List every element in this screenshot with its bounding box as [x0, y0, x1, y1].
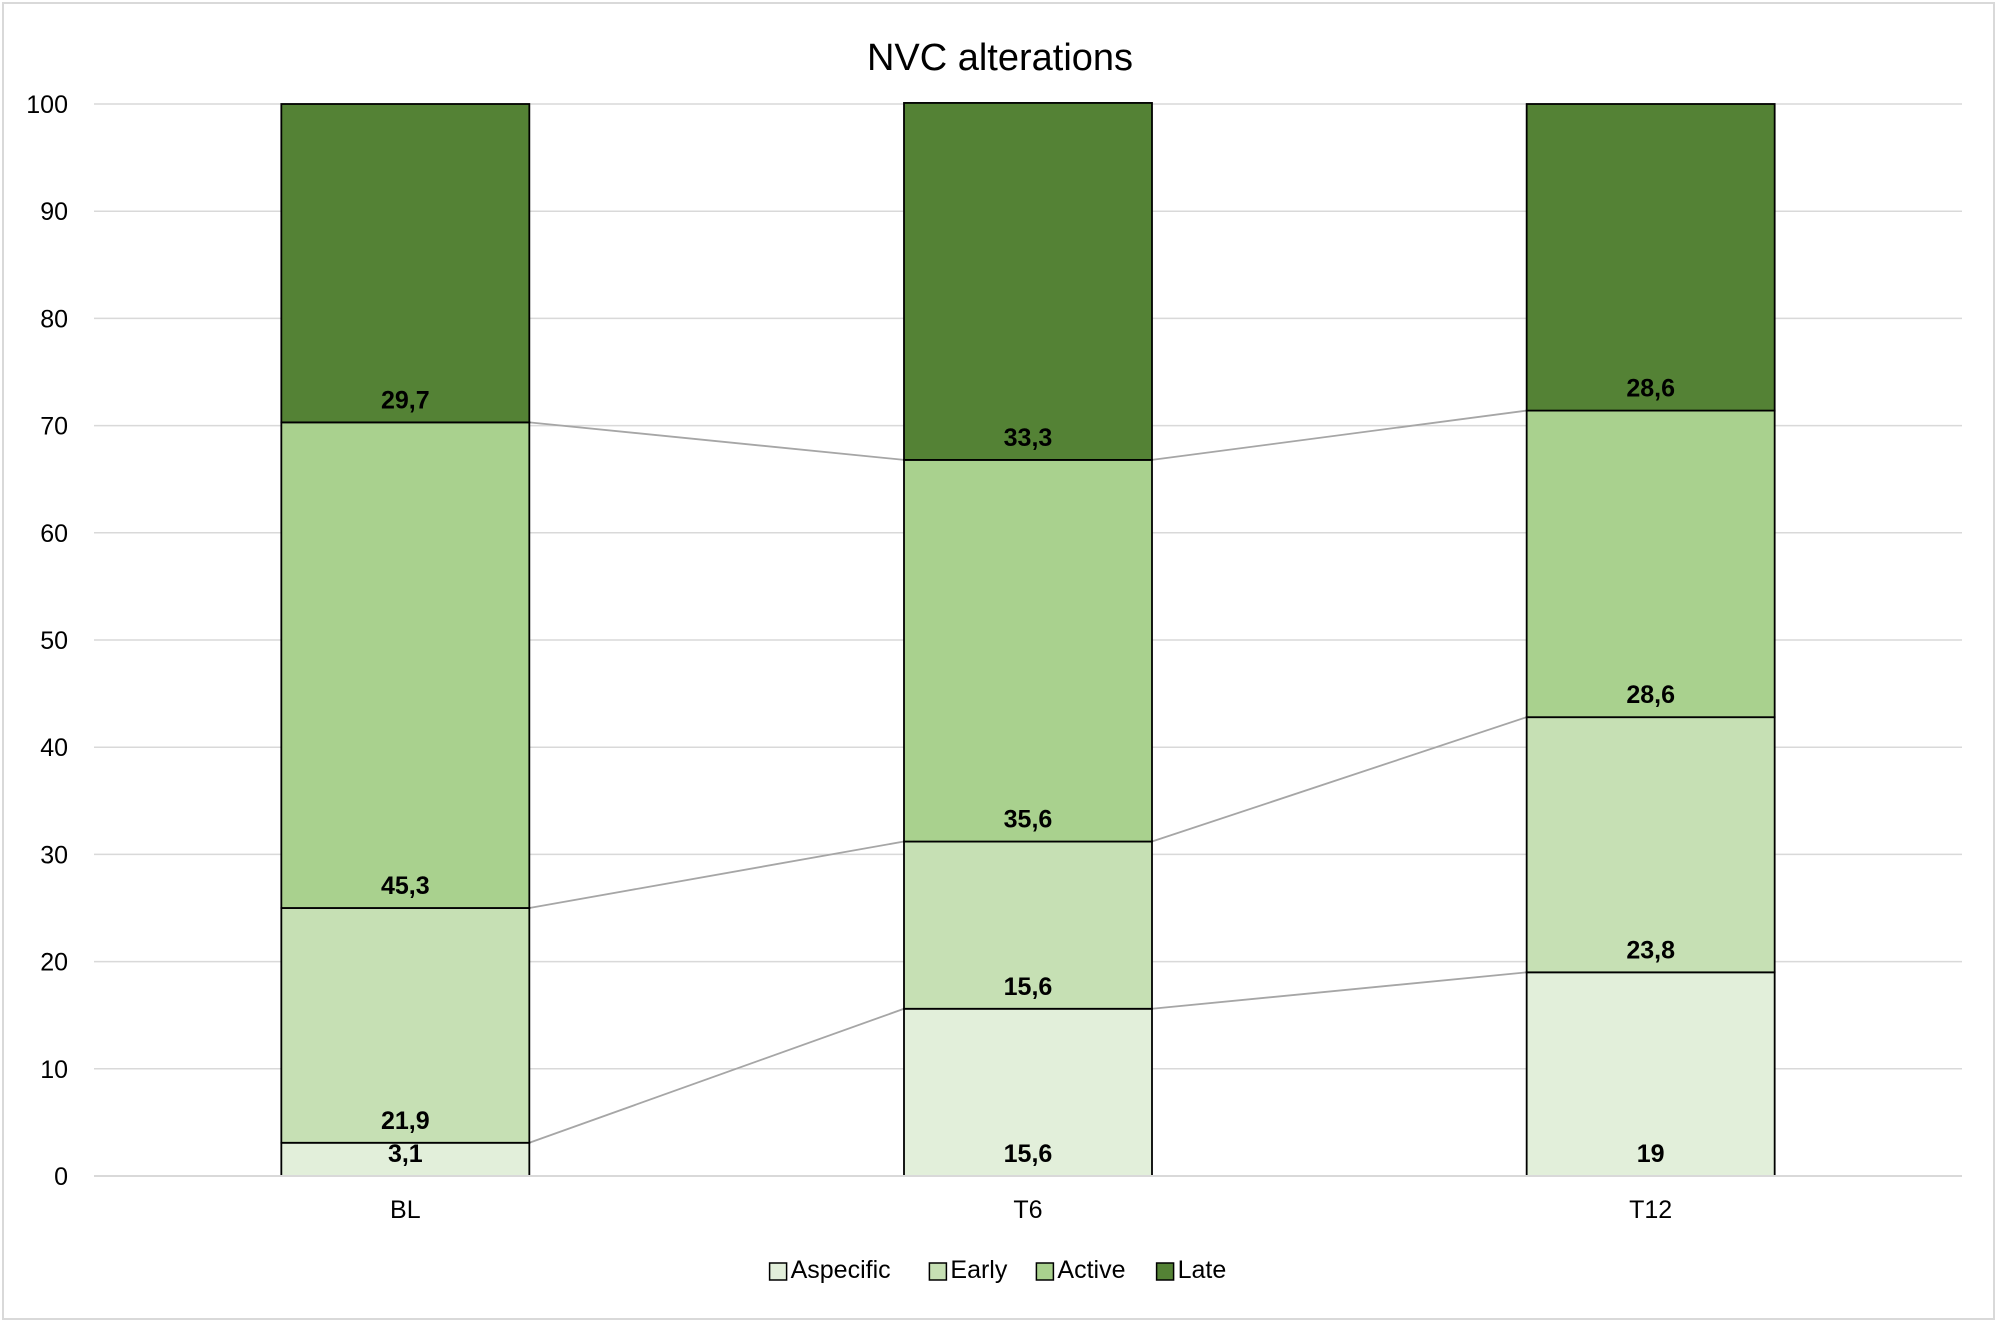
data-label: 15,6	[1004, 1140, 1053, 1168]
stacked-bar-chart: NVC alterations 0 10 20 30 40 50 60 70 80 90 100 B…	[26, 37, 1962, 1284]
legend-swatch-aspecific	[768, 1262, 788, 1281]
bar-segment-early	[280, 907, 531, 1144]
bar-segment-active	[1525, 409, 1776, 719]
data-label: 23,8	[1626, 936, 1675, 964]
legend-label: Late	[1178, 1256, 1227, 1284]
series-lines	[529, 409, 1527, 1144]
y-tick-label: 10	[40, 1056, 68, 1084]
series-line	[1151, 409, 1527, 461]
bar-segment-late	[280, 103, 531, 424]
series-line	[529, 1007, 905, 1144]
legend-label: Active	[1057, 1256, 1125, 1284]
data-label: 15,6	[1004, 973, 1053, 1001]
data-label: 19	[1637, 1140, 1665, 1168]
series-line	[529, 840, 905, 909]
data-label: 3,1	[388, 1140, 423, 1168]
data-labels: 3,1 21,9 45,3 29,7 15,6 15,6 35,6 33,3 19 23,8 28,…	[381, 375, 1675, 1168]
y-tick-label: 50	[40, 627, 68, 655]
bar-segment-active	[903, 459, 1153, 843]
x-tick-label: T6	[1013, 1196, 1042, 1224]
data-label: 28,6	[1626, 375, 1675, 403]
series-line	[1151, 971, 1527, 1010]
y-tick-label: 60	[40, 520, 68, 548]
y-tick-label: 90	[40, 198, 68, 226]
y-tick-label: 20	[40, 949, 68, 977]
y-axis-tick-labels: 0 10 20 30 40 50 60 70 80 90 100	[26, 91, 68, 1191]
chart-title: NVC alterations	[867, 37, 1133, 79]
bar-segment-late	[903, 102, 1153, 461]
bar-segment-aspecific	[1525, 971, 1776, 1177]
bar-segment-active	[280, 421, 531, 909]
y-tick-label: 80	[40, 305, 68, 333]
bar-segment-late	[1525, 103, 1776, 412]
data-label: 45,3	[381, 872, 430, 900]
x-axis-category-labels: BL T6 T12	[390, 1196, 1672, 1224]
data-label: 33,3	[1004, 424, 1053, 452]
legend-swatch-early	[928, 1262, 948, 1281]
bar-segment-early	[1525, 716, 1776, 974]
y-tick-label: 100	[26, 91, 68, 119]
y-tick-label: 0	[54, 1163, 68, 1191]
series-line	[529, 421, 905, 461]
data-label: 29,7	[381, 386, 430, 414]
x-tick-label: BL	[390, 1196, 421, 1224]
bars	[280, 102, 1776, 1177]
data-label: 28,6	[1626, 681, 1675, 709]
x-tick-label: T12	[1629, 1196, 1672, 1224]
legend-label: Early	[950, 1256, 1007, 1284]
bar-segment-early	[903, 840, 1153, 1010]
series-line	[1151, 716, 1527, 843]
data-label: 35,6	[1004, 806, 1053, 834]
y-tick-label: 30	[40, 841, 68, 869]
y-tick-label: 70	[40, 413, 68, 441]
legend-label: Aspecific	[791, 1256, 891, 1284]
legend-swatch-late	[1155, 1262, 1175, 1281]
legend-swatch-active	[1035, 1262, 1055, 1281]
y-tick-label: 40	[40, 734, 68, 762]
legend: Aspecific Early Active Late	[768, 1256, 1227, 1284]
data-label: 21,9	[381, 1107, 430, 1135]
